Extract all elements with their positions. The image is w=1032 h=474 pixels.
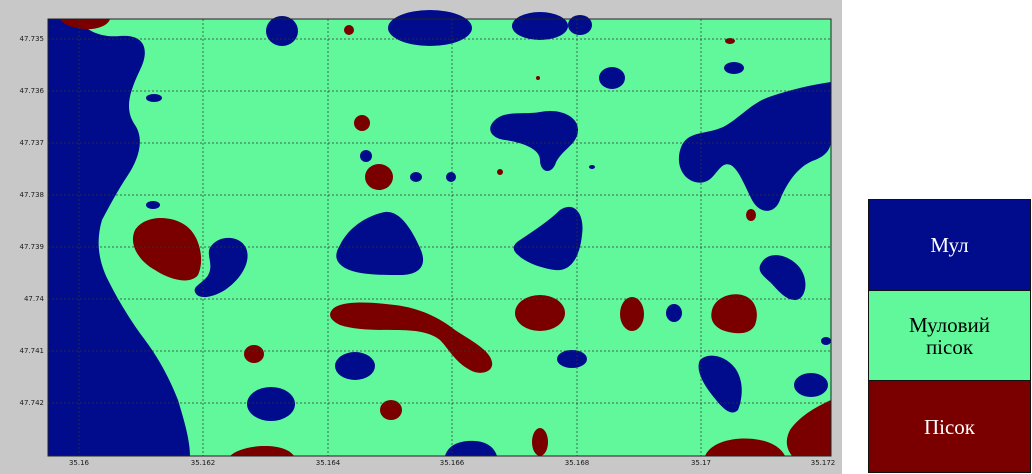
mul-top-1 xyxy=(266,16,298,46)
y-tick-label: 47.74 xyxy=(24,295,45,303)
mul-small-4 xyxy=(446,172,456,182)
y-tick-label: 47.736 xyxy=(20,87,45,95)
mul-small-3 xyxy=(410,172,422,182)
plot-frame xyxy=(47,18,832,457)
mul-top-6 xyxy=(724,62,744,74)
y-tick-label: 47.735 xyxy=(20,35,45,43)
mul-top-3 xyxy=(512,12,568,40)
y-axis-labels: 47.735 47.736 47.737 47.738 47.739 47.74… xyxy=(20,35,45,407)
sand-small-2 xyxy=(497,169,503,175)
mul-small-7 xyxy=(666,304,682,322)
y-tick-label: 47.737 xyxy=(20,139,45,147)
x-tick-label: 35.16 xyxy=(69,459,90,467)
sand-small-4 xyxy=(244,345,264,363)
map-regions xyxy=(48,10,831,456)
x-tick-label: 35.166 xyxy=(440,459,465,467)
x-axis-labels: 35.16 35.162 35.164 35.166 35.168 35.17 … xyxy=(69,459,835,467)
mul-top-5 xyxy=(599,67,625,89)
legend-label-mul: Мул xyxy=(930,233,969,257)
legend-item-sand: Пісок xyxy=(868,380,1031,473)
x-tick-label: 35.168 xyxy=(565,459,590,467)
y-tick-label: 47.739 xyxy=(20,243,45,251)
sand-bottom-1 xyxy=(230,446,294,456)
sand-top-small-2 xyxy=(725,38,735,44)
map-figure: 47.735 47.736 47.737 47.738 47.739 47.74… xyxy=(0,0,842,474)
mul-edge-small xyxy=(821,337,831,345)
mul-small-11 xyxy=(247,387,295,421)
sand-small-3 xyxy=(536,76,540,80)
x-tick-label: 35.17 xyxy=(691,459,711,467)
sand-west-1 xyxy=(132,218,202,281)
y-tick-label: 47.742 xyxy=(20,399,45,407)
sand-small-5 xyxy=(380,400,402,420)
mul-west-2 xyxy=(194,237,248,298)
sand-east-2 xyxy=(711,294,757,334)
sediment-map: 47.735 47.736 47.737 47.738 47.739 47.74… xyxy=(20,10,835,467)
sand-east-small xyxy=(746,209,756,221)
mul-central-1 xyxy=(336,211,424,275)
legend-item-mulsand: Муловий пісок xyxy=(868,290,1031,381)
mul-small-9 xyxy=(557,350,587,368)
mul-region-east xyxy=(678,82,831,211)
sand-top-left xyxy=(60,19,110,30)
mul-small-2 xyxy=(360,150,372,162)
mul-region-west xyxy=(48,19,190,456)
y-tick-label: 47.738 xyxy=(20,191,45,199)
mul-east-2 xyxy=(759,255,806,300)
sand-central-2 xyxy=(515,295,565,331)
map-legend: Мул Муловий пісок Пісок xyxy=(868,199,1032,474)
mul-central-2 xyxy=(513,206,583,271)
x-tick-label: 35.164 xyxy=(316,459,341,467)
sand-central-1 xyxy=(365,164,393,190)
y-tick-label: 47.741 xyxy=(20,347,45,355)
sand-small-6 xyxy=(532,428,548,456)
mul-east-3 xyxy=(698,355,742,413)
sand-top-small-1 xyxy=(344,25,354,35)
mul-small-10 xyxy=(794,373,828,397)
mul-small-5 xyxy=(589,165,595,169)
sand-east-3 xyxy=(786,400,831,456)
legend-label-mulsand: Муловий пісок xyxy=(908,312,991,359)
mul-top-4 xyxy=(568,15,592,35)
x-tick-label: 35.172 xyxy=(811,459,836,467)
mul-bottom-1 xyxy=(445,440,497,456)
mul-small-6 xyxy=(146,201,160,209)
mul-left-small-1 xyxy=(146,94,162,102)
sand-central-3 xyxy=(620,297,644,331)
sand-bottom-2 xyxy=(705,438,785,456)
mul-small-8 xyxy=(335,352,375,380)
mul-top-2 xyxy=(388,10,472,46)
x-tick-label: 35.162 xyxy=(191,459,216,467)
legend-item-mul: Мул xyxy=(868,199,1031,291)
sand-band xyxy=(330,302,493,373)
legend-label-sand: Пісок xyxy=(923,414,976,439)
mul-central-north xyxy=(490,110,578,172)
grid-lines xyxy=(48,19,831,456)
sand-small-1 xyxy=(354,115,370,131)
